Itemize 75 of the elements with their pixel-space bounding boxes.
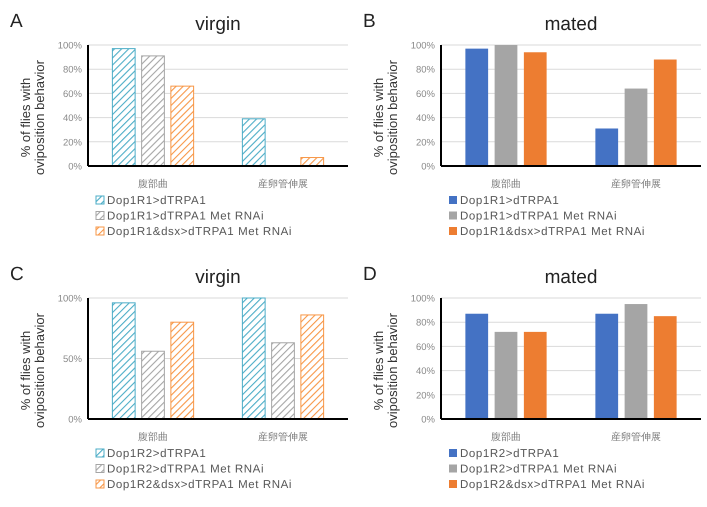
chart-title: virgin <box>195 14 241 35</box>
x-tick-label: 産卵管伸展 <box>611 431 661 443</box>
bar <box>494 45 518 166</box>
y-tick-label: 50% <box>62 354 83 365</box>
y-axis-title: % of flies with oviposition behavior <box>18 312 47 428</box>
bar <box>141 350 165 420</box>
y-tick-label: 20% <box>62 137 83 148</box>
y-tick-label: 0% <box>68 162 83 172</box>
y-tick-label: 40% <box>62 113 83 124</box>
bar <box>242 118 266 166</box>
bar <box>524 332 547 419</box>
legend-label: Dop1R1>dTRPA1 <box>107 195 206 207</box>
bar <box>494 332 518 419</box>
legend-label: Dop1R1>dTRPA1 Met RNAi <box>107 210 264 222</box>
bar <box>654 60 677 166</box>
x-tick-label: 腹部曲 <box>491 431 521 443</box>
x-tick-label: 産卵管伸展 <box>611 178 661 190</box>
bar <box>624 88 648 166</box>
x-tick-label: 腹部曲 <box>138 431 168 443</box>
y-axis-title: % of flies with oviposition behavior <box>18 59 47 175</box>
y-tick-label: 100% <box>58 40 83 52</box>
y-tick-label: 0% <box>68 414 83 426</box>
bar <box>112 302 136 420</box>
x-tick-label: 腹部曲 <box>138 178 168 190</box>
legend-label: Dop1R1>dTRPA1 <box>460 195 560 207</box>
bar <box>465 314 488 419</box>
legend-label: Dop1R2>dTRPA1 <box>460 448 560 460</box>
bar <box>170 86 194 166</box>
y-tick-label: 60% <box>416 88 436 100</box>
y-tick-label: 20% <box>416 137 436 148</box>
legend-label: Dop1R1>dTRPA1 Met RNAi <box>460 210 618 222</box>
y-tick-label: 20% <box>416 390 436 402</box>
y-tick-label: 80% <box>62 64 83 76</box>
y-axis-title: % of flies with oviposition behavior <box>371 312 400 428</box>
legend-label: Dop1R2>dTRPA1 <box>107 448 206 460</box>
y-tick-label: 100% <box>410 40 436 52</box>
text: D <box>363 264 377 285</box>
chart-title: mated <box>544 267 598 288</box>
chart-title: mated <box>544 14 598 35</box>
bar <box>170 322 194 420</box>
bar <box>624 304 648 419</box>
x-tick-label: 産卵管伸展 <box>258 431 308 443</box>
legend-label: Dop1R2&dsx>dTRPA1 Met RNAi <box>107 479 292 491</box>
y-tick-label: 60% <box>416 342 436 353</box>
chart-title: virgin <box>195 267 241 288</box>
y-tick-label: 80% <box>416 64 436 76</box>
x-tick-label: 産卵管伸展 <box>258 178 308 190</box>
y-tick-label: 100% <box>58 294 83 304</box>
y-tick-label: 100% <box>410 294 436 304</box>
bar <box>242 298 266 420</box>
y-tick-label: 0% <box>421 414 436 426</box>
y-tick-label: 0% <box>421 162 436 172</box>
bar <box>271 342 295 420</box>
x-tick-label: 腹部曲 <box>491 178 521 190</box>
bar <box>465 48 488 166</box>
y-tick-label: 40% <box>416 366 436 378</box>
text: B <box>363 11 376 32</box>
bar <box>654 316 677 419</box>
y-tick-label: 60% <box>62 88 83 100</box>
bar <box>595 128 618 166</box>
y-axis-title: % of flies with oviposition behavior <box>371 59 400 175</box>
legend-label: Dop1R1&dsx>dTRPA1 Met RNAi <box>460 226 646 238</box>
bar <box>524 52 547 166</box>
bar <box>595 314 618 419</box>
legend-label: Dop1R1&dsx>dTRPA1 Met RNAi <box>107 226 292 238</box>
y-tick-label: 80% <box>416 318 436 329</box>
text: A <box>10 11 23 32</box>
bar <box>300 314 324 420</box>
legend-label: Dop1R2&dsx>dTRPA1 Met RNAi <box>460 479 646 491</box>
y-tick-label: 40% <box>416 113 436 124</box>
text: C <box>10 264 24 285</box>
legend-label: Dop1R2>dTRPA1 Met RNAi <box>107 464 264 476</box>
bar <box>141 55 165 166</box>
bar <box>112 48 136 166</box>
legend-label: Dop1R2>dTRPA1 Met RNAi <box>460 464 618 476</box>
